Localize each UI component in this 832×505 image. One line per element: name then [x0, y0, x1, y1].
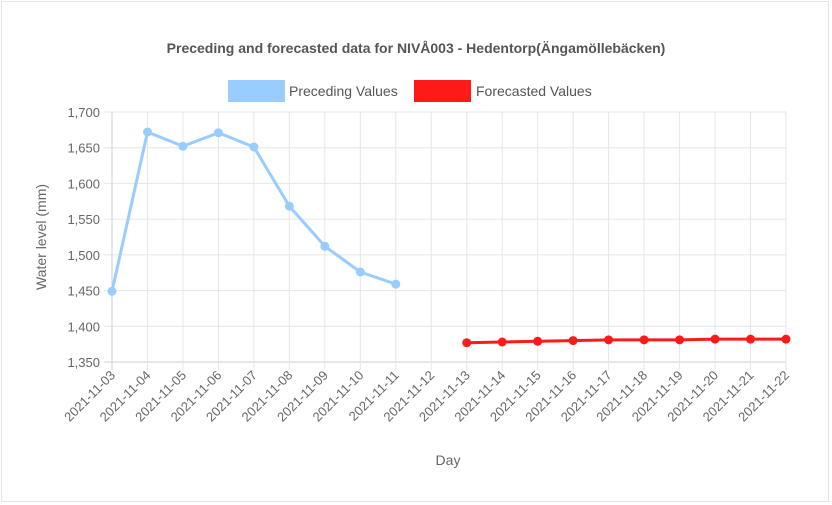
data-point[interactable]	[320, 241, 330, 251]
data-point[interactable]	[284, 201, 294, 211]
y-tick-label: 1,550	[67, 212, 100, 227]
y-tick-label: 1,350	[67, 355, 100, 370]
legend-swatch-forecasted	[414, 80, 471, 102]
data-point[interactable]	[710, 334, 720, 344]
y-axis-ticks: 1,700 1,650 1,600 1,550 1,500 1,450 1,400 1,350	[67, 105, 100, 370]
data-point[interactable]	[213, 128, 223, 138]
y-tick-label: 1,700	[67, 105, 100, 120]
y-tick-label: 1,500	[67, 248, 100, 263]
legend-swatch-preceding	[228, 80, 285, 102]
x-axis-title: Day	[436, 452, 461, 468]
data-point[interactable]	[497, 337, 507, 347]
x-axis-ticks: 2021-11-032021-11-042021-11-052021-11-06…	[61, 368, 792, 425]
chart-title: Preceding and forecasted data for NIVÅ00…	[167, 40, 666, 56]
data-point[interactable]	[178, 141, 188, 151]
data-point[interactable]	[639, 335, 649, 345]
data-point[interactable]	[746, 334, 756, 344]
y-tick-label: 1,400	[67, 319, 100, 334]
data-point[interactable]	[675, 335, 685, 345]
y-tick-label: 1,650	[67, 141, 100, 156]
series-points	[107, 127, 791, 348]
y-axis-title: Water level (mm)	[33, 184, 49, 290]
data-point[interactable]	[355, 267, 365, 277]
legend-label-preceding: Preceding Values	[289, 83, 398, 99]
data-point[interactable]	[568, 336, 578, 346]
legend-item-forecasted[interactable]: Forecasted Values	[414, 80, 592, 102]
legend: Preceding Values Forecasted Values	[228, 80, 592, 102]
y-tick-label: 1,450	[67, 284, 100, 299]
data-point[interactable]	[391, 279, 401, 289]
legend-label-forecasted: Forecasted Values	[476, 83, 592, 99]
data-point[interactable]	[604, 335, 614, 345]
data-point[interactable]	[462, 338, 472, 348]
y-tick-label: 1,600	[67, 176, 100, 191]
data-point[interactable]	[142, 127, 152, 137]
series-lines	[110, 130, 786, 345]
data-point[interactable]	[533, 336, 543, 346]
data-point[interactable]	[107, 286, 117, 296]
data-point[interactable]	[781, 334, 791, 344]
series-line-1	[466, 337, 786, 345]
grid-lines	[104, 111, 787, 370]
legend-item-preceding[interactable]: Preceding Values	[228, 80, 398, 102]
data-point[interactable]	[249, 142, 259, 152]
